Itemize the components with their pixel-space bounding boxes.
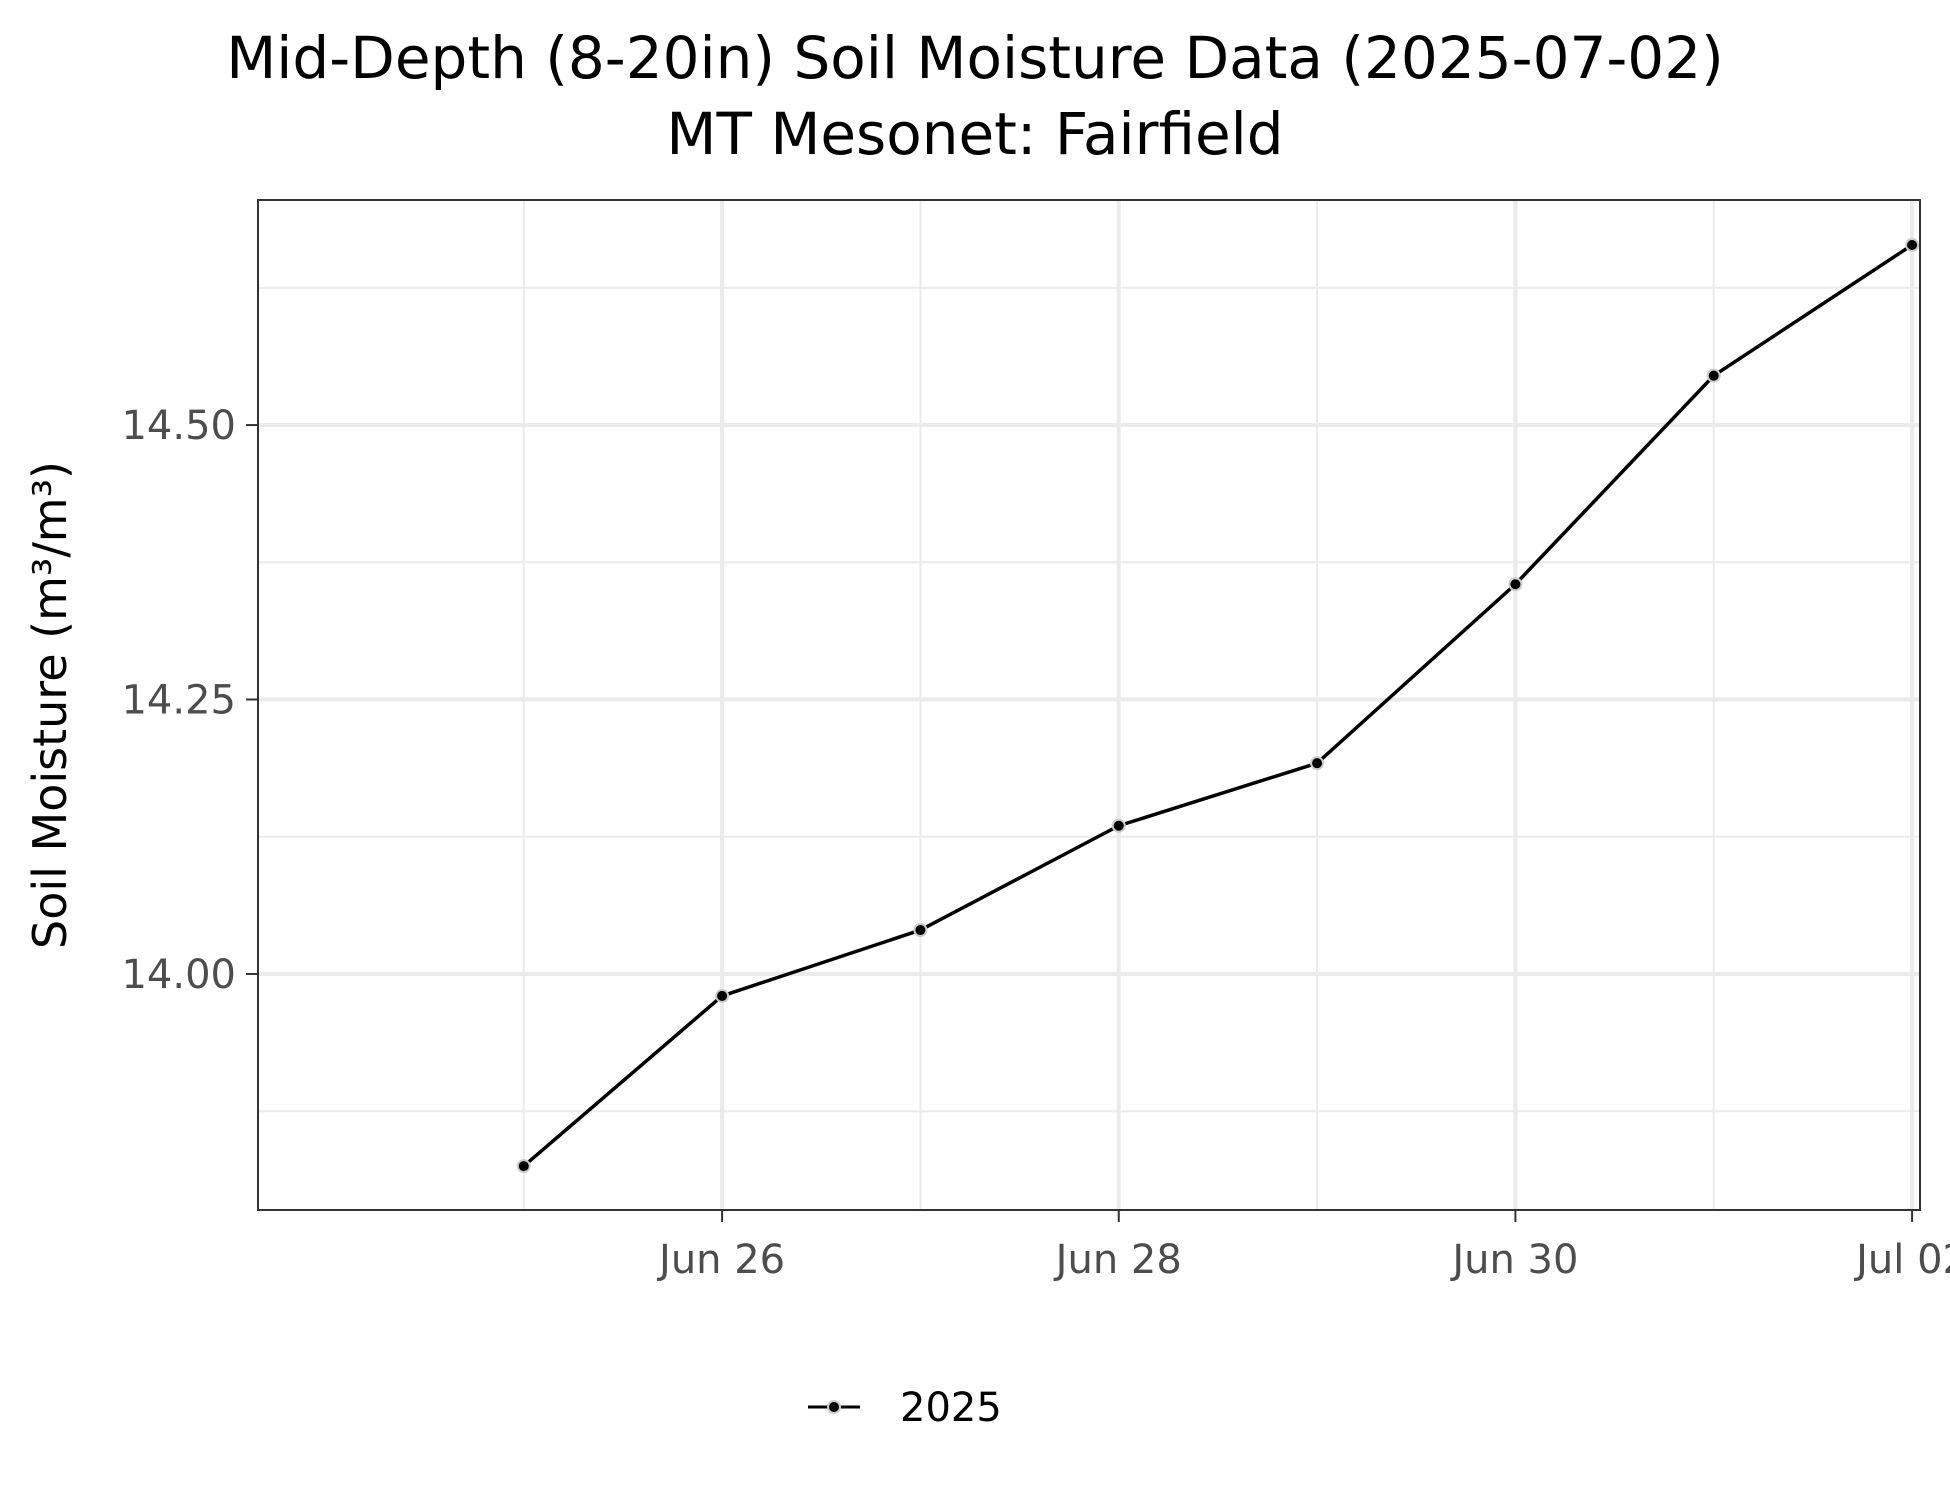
data-point [1111,818,1126,833]
legend-label: 2025 [900,1385,1002,1431]
x-tick-label: Jun 26 [656,1237,785,1283]
plot-border [257,199,1921,1211]
x-tick-label: Jul 02 [1853,1237,1950,1283]
axes: Jun 26 Jun 28 Jun 30 Jul 02 14.00 14.25 14.50 [121,403,1950,1283]
grid [258,200,1920,1210]
data-point [1508,577,1523,592]
data-point [715,988,730,1003]
series-layer [516,238,1920,1174]
y-tick-label: 14.25 [121,678,236,724]
y-axis-label: Soil Moisture (m³/m³) [23,461,77,949]
x-tick-label: Jun 28 [1053,1237,1182,1283]
data-point [913,923,928,938]
plot-panel [258,200,1920,1210]
data-point [516,1159,531,1174]
chart-subtitle: MT Mesonet: Fairfield [666,100,1283,168]
y-tick-label: 14.00 [121,952,236,998]
chart-title: Mid-Depth (8-20in) Soil Moisture Data (2… [226,24,1723,92]
legend: 2025 [808,1385,1002,1431]
data-point [1310,756,1325,771]
data-point [1905,238,1920,253]
series-line [522,243,1914,1168]
y-tick-label: 14.50 [121,403,236,449]
legend-point [827,1400,841,1414]
x-tick-label: Jun 30 [1449,1237,1578,1283]
data-point [1706,368,1721,383]
